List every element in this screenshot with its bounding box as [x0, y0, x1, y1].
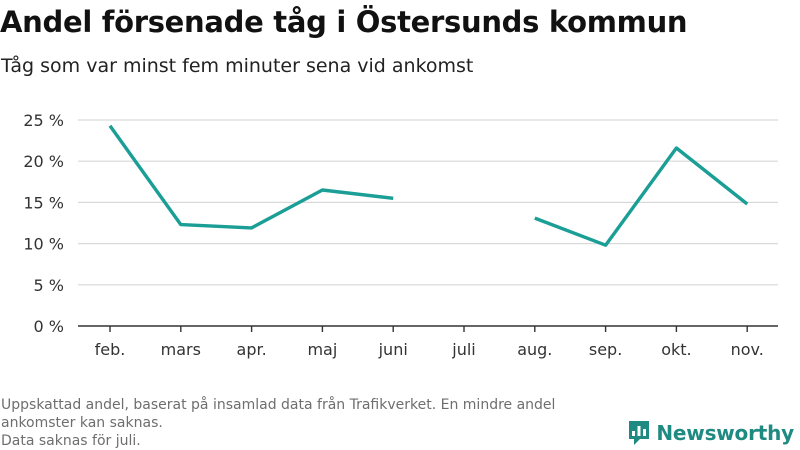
x-tick-label: maj: [307, 340, 337, 359]
y-tick-label: 10 %: [23, 235, 64, 254]
x-tick-label: aug.: [517, 340, 552, 359]
footer-note-line: ankomster kan saknas.: [1, 415, 163, 431]
y-tick-label: 15 %: [23, 193, 64, 212]
y-tick-label: 5 %: [34, 276, 64, 295]
chart-subtitle: Tåg som var minst fem minuter sena vid a…: [1, 55, 474, 77]
chart-title: Andel försenade tåg i Östersunds kommun: [0, 5, 688, 39]
x-axis: [78, 325, 778, 332]
x-tick-label: juli: [451, 340, 475, 359]
x-tick-label: mars: [161, 340, 201, 359]
series-lines: [108, 124, 749, 247]
series-line-segment: [534, 146, 749, 247]
y-axis-tick-labels: 0 % 5 % 10 % 15 % 20 % 25 %: [23, 111, 64, 336]
brand[interactable]: Newsworthy: [628, 418, 794, 448]
x-tick-label: feb.: [95, 340, 126, 359]
series-line-segment: [108, 124, 394, 230]
line-chart: 0 % 5 % 10 % 15 % 20 % 25 % feb. mars apr. maj ju…: [23, 111, 778, 359]
x-tick-label: nov.: [731, 340, 764, 359]
x-axis-tick-labels: feb. mars apr. maj juni juli aug. sep. okt. nov.: [95, 340, 764, 359]
x-tick-label: okt.: [661, 340, 691, 359]
footer-note-line: Data saknas för juli.: [1, 433, 141, 449]
x-tick-label: apr.: [237, 340, 267, 359]
y-tick-label: 25 %: [23, 111, 64, 130]
x-tick-label: juni: [378, 340, 408, 359]
y-tick-label: 20 %: [23, 152, 64, 171]
newsworthy-logo-icon: [629, 421, 650, 445]
x-tick-label: sep.: [589, 340, 622, 359]
brand-name: Newsworthy: [656, 421, 794, 445]
grid-lines: [78, 119, 778, 286]
y-tick-label: 0 %: [34, 317, 64, 336]
footer-note-line: Uppskattad andel, baserat på insamlad da…: [1, 397, 556, 413]
